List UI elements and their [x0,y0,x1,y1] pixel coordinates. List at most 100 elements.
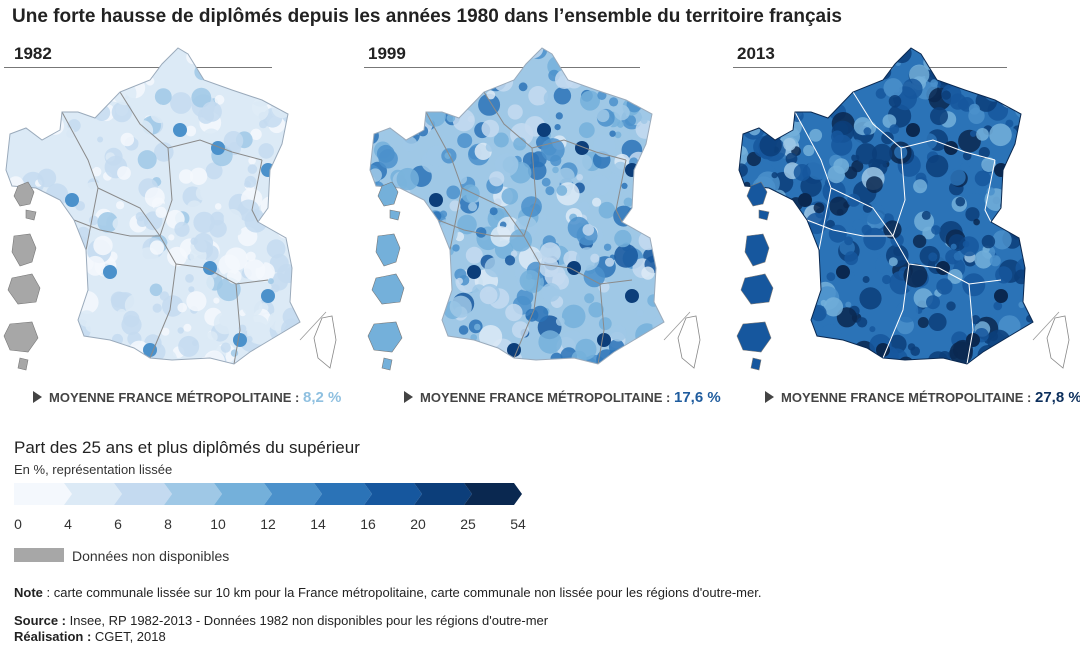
density-blob [41,325,62,346]
density-blob [541,283,561,302]
legend-swatch [14,483,72,505]
density-blob [188,286,195,293]
density-blob [637,355,657,368]
density-blob [612,50,620,58]
overseas-region [3,321,39,353]
density-blob [237,199,260,222]
density-blob [545,186,555,196]
region-boundary [882,263,910,359]
density-blob [215,48,228,53]
density-blob [277,263,297,284]
density-blob [604,76,613,85]
density-blob [61,289,69,297]
density-blob [948,234,966,252]
density-blob [783,137,796,151]
density-blob [112,217,125,230]
density-blob [8,312,17,321]
region-boundary [966,283,974,365]
density-blob [53,309,66,322]
density-blob [752,50,766,64]
density-blob [458,51,475,67]
density-blob [67,251,82,266]
density-blob [925,154,949,178]
density-blob [243,259,266,281]
density-blob [453,48,470,54]
overseas-region [746,181,768,207]
density-blob [444,76,468,100]
density-blob [484,257,505,278]
density-blob [650,213,664,227]
density-blob [863,127,872,136]
density-blob [501,188,519,205]
density-blob [521,196,542,218]
density-blob [965,207,980,222]
density-blob [558,48,568,54]
city-hotspot [597,333,611,347]
density-blob [406,196,420,209]
density-blob [883,78,903,98]
density-blob [291,71,299,79]
density-blob [603,243,612,251]
density-blob [882,274,892,285]
density-blob [947,66,961,81]
legend-swatch [464,483,522,505]
density-blob [640,84,660,105]
density-blob [28,80,36,87]
overseas-region [736,321,772,353]
average-2013: MOYENNE FRANCE MÉTROPOLITAINE : 27,8 % [765,389,1080,406]
density-blob [739,273,741,280]
density-blob [660,356,675,368]
density-blob [794,280,816,301]
legend-tick-label: 16 [360,516,376,532]
region-boundary [539,263,633,285]
density-blob [409,49,428,68]
density-blob [117,166,131,180]
density-blob [610,324,627,342]
density-blob [399,84,411,97]
density-blob [862,276,870,283]
density-blob [995,266,1013,284]
density-blob [446,344,455,353]
density-blob [809,128,823,142]
density-blob [582,224,595,236]
density-blob [112,333,123,345]
density-blob [465,246,483,264]
density-blob [931,225,941,235]
density-blob [67,269,90,292]
region-boundary [523,147,541,265]
density-blob [769,207,792,229]
density-blob [956,48,981,72]
density-blob [370,52,382,71]
density-blob [587,49,602,63]
city-hotspot [261,163,275,177]
density-blob [636,176,655,195]
density-blob [123,63,141,81]
density-blob [475,227,487,238]
density-blob [444,48,463,60]
density-blob [277,205,286,214]
density-blob [457,48,467,55]
density-blob [126,208,135,217]
note-line: Note : carte communale lissée sur 10 km … [14,585,761,600]
overseas-region [25,209,37,221]
density-blob [954,60,973,80]
density-blob [1002,48,1019,64]
density-blob [824,82,841,98]
density-blob [538,330,562,354]
density-blob [555,361,566,368]
density-blob [638,231,658,251]
legend-swatch [314,483,372,505]
density-blob [894,145,908,159]
density-blob [157,266,173,282]
density-blob [223,68,235,80]
density-blob [116,201,125,210]
density-blob [489,171,505,187]
density-blob [772,320,779,328]
density-blob [636,352,644,359]
density-blob [144,187,165,208]
density-blob [613,161,628,177]
legend-swatch [164,483,222,505]
density-blob [434,70,446,82]
density-blob [859,287,882,310]
legend-tick-label: 10 [210,516,226,532]
